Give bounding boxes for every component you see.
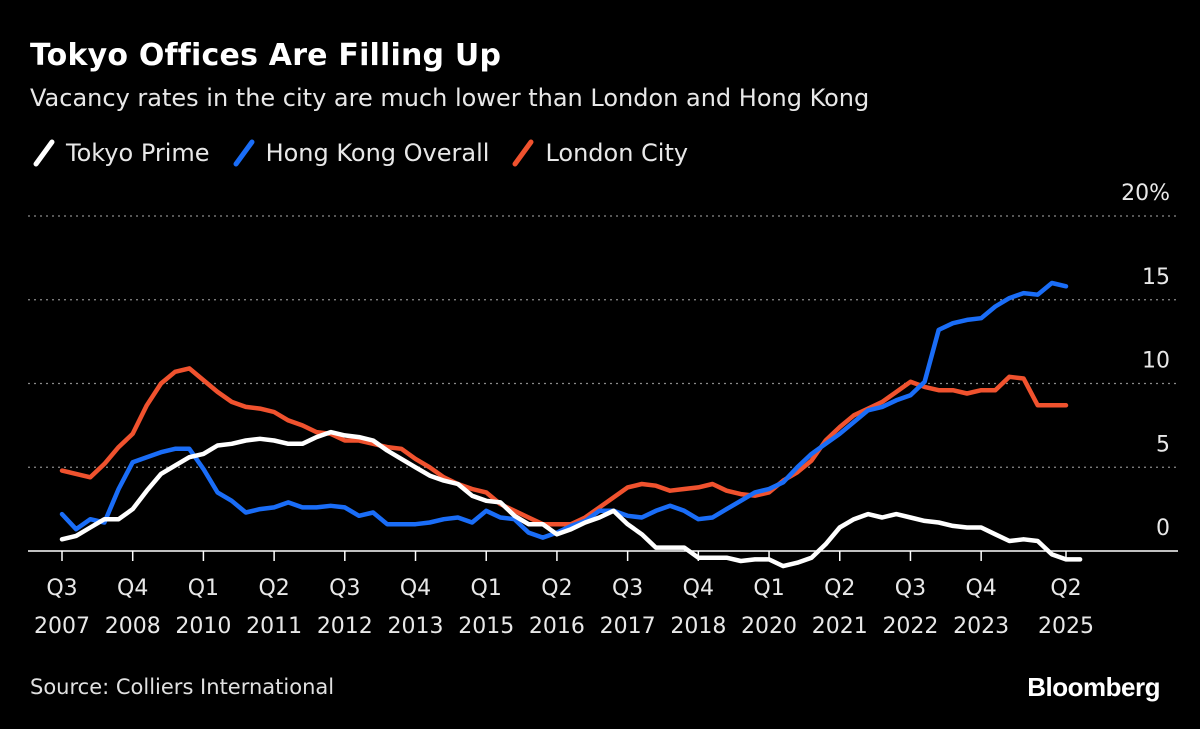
x-tick-quarter: Q3 xyxy=(612,576,643,601)
x-tick-quarter: Q2 xyxy=(258,576,289,601)
legend-swatch-london-city xyxy=(512,139,534,167)
x-tick-year: 2022 xyxy=(882,614,938,639)
y-tick-label: 15 xyxy=(1142,265,1170,290)
x-tick-year: 2008 xyxy=(105,614,161,639)
y-tick-label: 20% xyxy=(1121,181,1170,206)
x-tick-quarter: Q2 xyxy=(824,576,855,601)
x-tick-year: 2010 xyxy=(175,614,231,639)
x-tick-year: 2012 xyxy=(317,614,373,639)
x-tick-year: 2007 xyxy=(34,614,90,639)
x-tick-quarter: Q4 xyxy=(400,576,431,601)
y-tick-label: 10 xyxy=(1142,349,1170,374)
chart-subtitle: Vacancy rates in the city are much lower… xyxy=(30,84,870,112)
x-tick-year: 2016 xyxy=(529,614,585,639)
legend: Tokyo Prime Hong Kong Overall London Cit… xyxy=(30,138,708,168)
x-tick-year: 2017 xyxy=(600,614,656,639)
legend-swatch-tokyo-prime xyxy=(33,139,55,167)
x-tick-year: 2021 xyxy=(812,614,868,639)
x-tick-quarter: Q2 xyxy=(541,576,572,601)
x-tick-year: 2011 xyxy=(246,614,302,639)
y-tick-label: 0 xyxy=(1156,516,1170,541)
legend-label-london-city: London City xyxy=(545,139,689,167)
x-tick-quarter: Q1 xyxy=(471,576,502,601)
x-tick-year: 2020 xyxy=(741,614,797,639)
legend-label-tokyo-prime: Tokyo Prime xyxy=(66,139,210,167)
x-tick-quarter: Q1 xyxy=(188,576,219,601)
x-tick-quarter: Q3 xyxy=(895,576,926,601)
x-tick-year: 2013 xyxy=(388,614,444,639)
x-tick-year: 2025 xyxy=(1038,614,1094,639)
x-tick-quarter: Q4 xyxy=(117,576,148,601)
x-tick-quarter: Q3 xyxy=(46,576,77,601)
x-tick-year: 2023 xyxy=(953,614,1009,639)
x-tick-quarter: Q4 xyxy=(965,576,996,601)
x-tick-year: 2015 xyxy=(458,614,514,639)
y-tick-label: 5 xyxy=(1156,432,1170,457)
series-line-hong-kong-overall xyxy=(59,280,1069,540)
x-tick-year: 2018 xyxy=(670,614,726,639)
chart-title: Tokyo Offices Are Filling Up xyxy=(30,38,502,73)
bloomberg-logo: Bloomberg xyxy=(1027,672,1160,702)
legend-item-tokyo-prime: Tokyo Prime xyxy=(30,138,210,168)
legend-item-london-city: London City xyxy=(509,138,688,168)
legend-label-hong-kong-overall: Hong Kong Overall xyxy=(265,139,490,167)
x-tick-quarter: Q3 xyxy=(329,576,360,601)
x-tick-quarter: Q1 xyxy=(753,576,784,601)
x-tick-quarter: Q4 xyxy=(683,576,714,601)
series-line-tokyo-prime xyxy=(59,429,1083,569)
legend-swatch-hong-kong-overall xyxy=(233,139,255,167)
x-tick-quarter: Q2 xyxy=(1050,576,1081,601)
source-note: Source: Colliers International xyxy=(30,675,335,699)
series-line-london-city xyxy=(59,366,1069,527)
legend-item-hong-kong-overall: Hong Kong Overall xyxy=(230,138,490,168)
